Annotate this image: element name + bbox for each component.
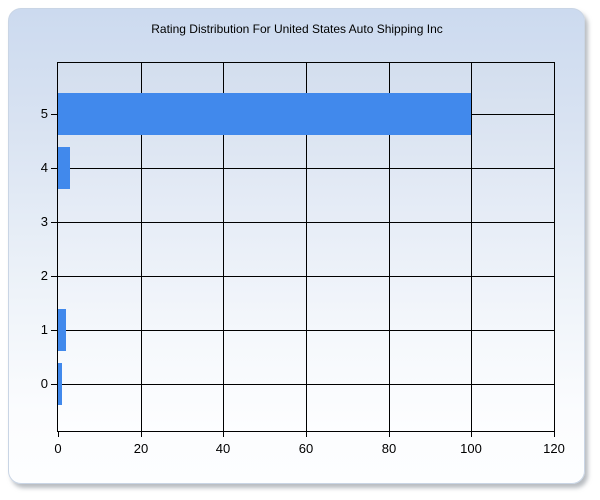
x-tick-mark-120 bbox=[554, 432, 555, 437]
x-tick-mark-40 bbox=[223, 432, 224, 437]
x-tick-label-0: 0 bbox=[54, 441, 62, 456]
gridline-vertical-60 bbox=[306, 63, 307, 431]
y-tick-mark-5 bbox=[51, 114, 57, 115]
bar-rating-1 bbox=[58, 309, 66, 351]
x-tick-mark-100 bbox=[471, 432, 472, 437]
y-tick-mark-3 bbox=[51, 222, 57, 223]
gridline-horizontal-rating-0 bbox=[58, 384, 554, 385]
bar-rating-0 bbox=[58, 363, 62, 405]
y-tick-label-3: 3 bbox=[40, 214, 48, 229]
gridline-vertical-20 bbox=[141, 63, 142, 431]
gridline-horizontal-rating-2 bbox=[58, 276, 554, 277]
x-tick-label-100: 100 bbox=[460, 441, 482, 456]
x-tick-mark-60 bbox=[306, 432, 307, 437]
x-tick-label-120: 120 bbox=[543, 441, 565, 456]
x-tick-mark-20 bbox=[141, 432, 142, 437]
gridline-horizontal-rating-4 bbox=[58, 168, 554, 169]
plot-area bbox=[57, 62, 555, 432]
gridline-vertical-80 bbox=[389, 63, 390, 431]
x-tick-mark-80 bbox=[389, 432, 390, 437]
y-tick-mark-0 bbox=[51, 384, 57, 385]
x-tick-label-60: 60 bbox=[298, 441, 314, 456]
gridline-vertical-40 bbox=[223, 63, 224, 431]
gridline-horizontal-rating-1 bbox=[58, 330, 554, 331]
x-tick-mark-0 bbox=[58, 432, 59, 437]
y-tick-label-0: 0 bbox=[40, 376, 48, 391]
y-tick-mark-4 bbox=[51, 168, 57, 169]
gridline-vertical-100 bbox=[471, 63, 472, 431]
x-tick-label-40: 40 bbox=[215, 441, 231, 456]
gridline-horizontal-rating-3 bbox=[58, 222, 554, 223]
y-tick-mark-1 bbox=[51, 330, 57, 331]
y-tick-label-5: 5 bbox=[40, 106, 48, 121]
chart-title: Rating Distribution For United States Au… bbox=[151, 22, 443, 36]
y-tick-label-2: 2 bbox=[40, 268, 48, 283]
y-tick-label-4: 4 bbox=[40, 160, 48, 175]
x-tick-label-80: 80 bbox=[381, 441, 397, 456]
bar-rating-5 bbox=[58, 93, 471, 135]
bar-rating-4 bbox=[58, 147, 70, 189]
y-tick-label-1: 1 bbox=[40, 322, 48, 337]
y-tick-mark-2 bbox=[51, 276, 57, 277]
x-tick-label-20: 20 bbox=[133, 441, 149, 456]
